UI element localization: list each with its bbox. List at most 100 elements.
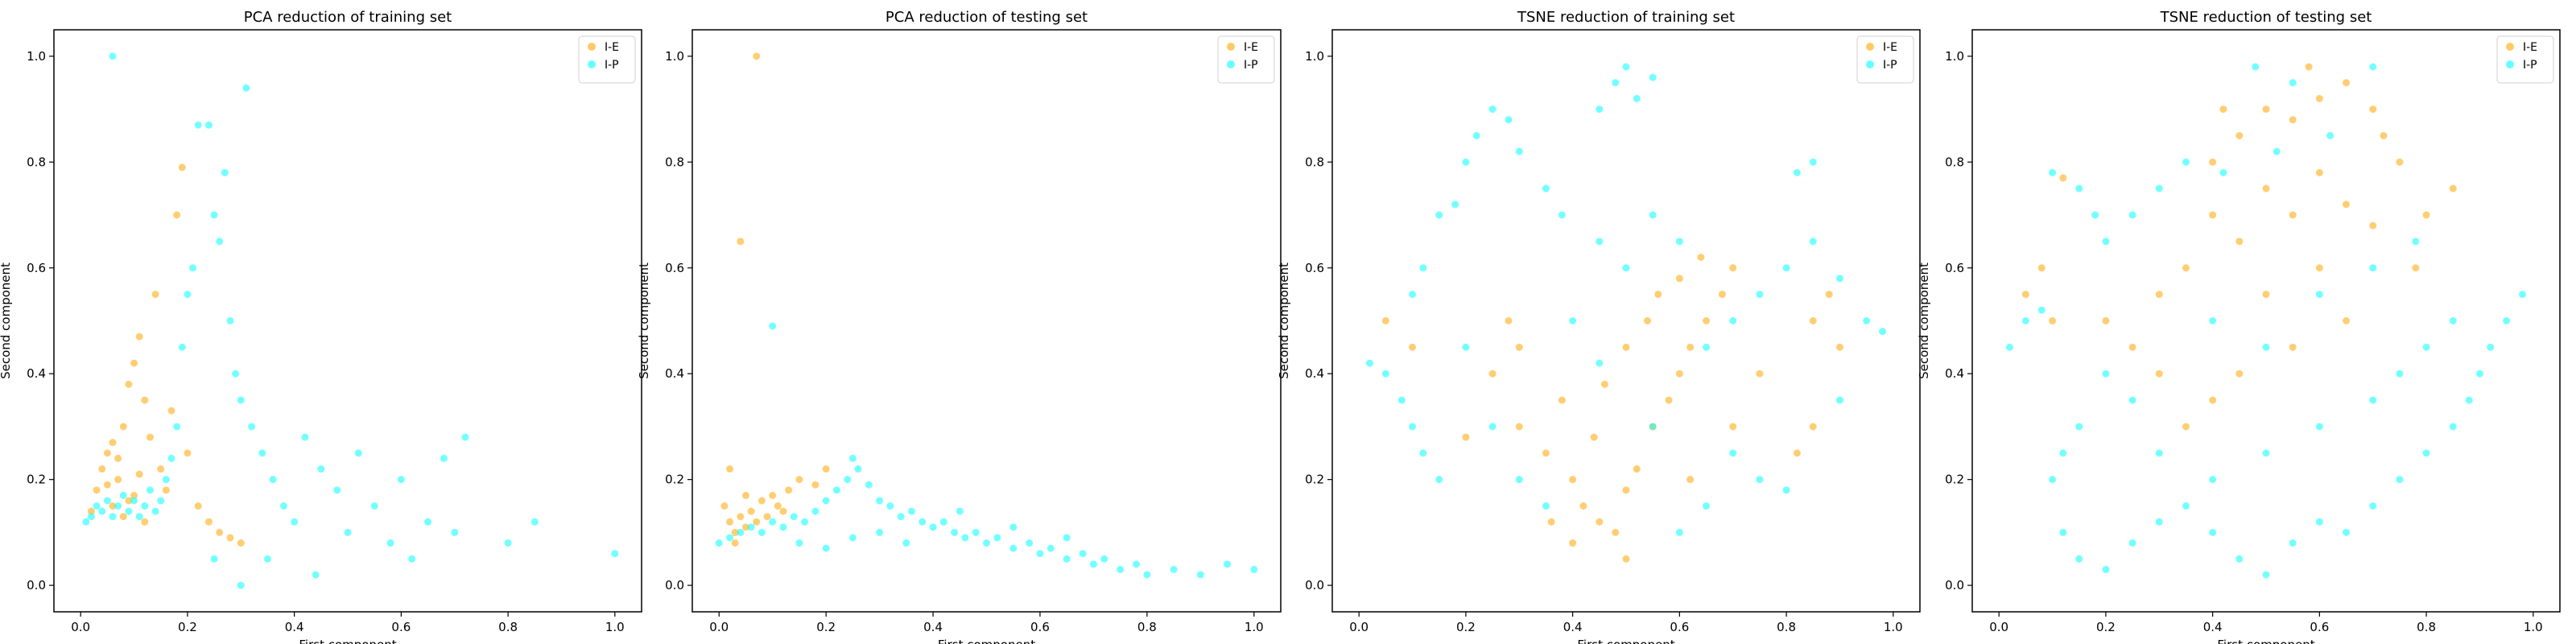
point-i-p (354, 449, 362, 457)
point-i-e (720, 502, 729, 510)
point-i-p (972, 528, 980, 536)
x-tick-label: 0.4 (923, 620, 943, 634)
point-i-e (811, 481, 819, 489)
point-i-p (216, 237, 224, 246)
point-i-p (242, 84, 250, 92)
x-tick-label: 0.0 (1349, 620, 1368, 634)
y-axis-label: Second component (0, 262, 13, 379)
point-i-p (2396, 369, 2404, 378)
point-i-p (737, 528, 745, 536)
legend-marker-i-p (2506, 60, 2514, 68)
legend-label: I-E (605, 41, 619, 54)
point-i-e (173, 211, 181, 219)
point-i-e (763, 513, 771, 521)
point-i-p (2262, 571, 2270, 579)
y-tick-label: 0.6 (1945, 261, 1964, 275)
point-i-p (2235, 555, 2244, 563)
legend-marker-i-e (2506, 43, 2514, 51)
point-i-p (726, 534, 734, 542)
point-i-e (741, 491, 749, 499)
chart-title: PCA reduction of training set (244, 9, 452, 26)
x-tick-label: 0.0 (709, 620, 729, 634)
point-i-p (221, 168, 229, 176)
point-i-e (1835, 343, 1843, 351)
point-i-p (2102, 565, 2110, 573)
point-i-e (741, 523, 749, 531)
point-i-e (2396, 158, 2404, 166)
axes-frame (1331, 29, 1921, 613)
point-i-e (130, 491, 138, 499)
point-i-e (114, 476, 122, 484)
point-i-e (1729, 423, 1737, 431)
point-i-p (1622, 264, 1630, 272)
point-i-e (1718, 291, 1726, 299)
y-tick-label: 0.2 (1305, 473, 1324, 487)
point-i-p (2252, 63, 2260, 71)
point-i-p (1782, 264, 1790, 272)
point-i-e (2422, 211, 2430, 219)
point-i-p (2021, 317, 2029, 324)
y-tick-label: 0.4 (1305, 366, 1324, 381)
point-i-p (424, 518, 432, 526)
legend-marker-i-p (588, 60, 596, 68)
point-i-e (151, 291, 159, 299)
point-i-p (1117, 565, 1125, 573)
point-i-p (2315, 423, 2323, 431)
point-i-p (210, 211, 218, 219)
axes-frame (691, 29, 1282, 613)
point-i-p (2059, 449, 2067, 457)
legend-marker-i-e (1227, 43, 1235, 51)
point-i-p (1515, 476, 1523, 484)
legend-label: I-E (1244, 41, 1258, 54)
point-i-p (1419, 449, 1427, 457)
point-i-p (301, 433, 309, 441)
point-i-p (204, 121, 213, 129)
point-i-p (1046, 544, 1055, 552)
point-i-e (2037, 264, 2046, 272)
point-i-e (822, 465, 830, 473)
point-i-p (1435, 211, 1443, 219)
point-i-e (753, 52, 761, 60)
point-i-p (2209, 476, 2217, 484)
point-i-p (312, 571, 320, 579)
legend: I-E I-P (2496, 35, 2554, 84)
x-tick-label: 0.0 (1989, 620, 2008, 634)
point-i-p (2155, 184, 2163, 192)
point-i-p (109, 52, 117, 60)
legend-marker-i-e (1866, 43, 1874, 51)
point-i-e (1505, 317, 1513, 324)
point-i-e (1686, 343, 1695, 351)
point-i-p (2049, 168, 2057, 176)
point-i-p (1622, 63, 1630, 71)
point-i-e (2209, 211, 2217, 219)
point-i-p (876, 528, 884, 536)
point-i-e (731, 539, 739, 547)
point-i-e (1665, 396, 1673, 404)
point-i-e (1579, 502, 1587, 510)
point-i-e (726, 465, 734, 473)
point-i-p (2273, 147, 2281, 155)
x-tick-label: 0.2 (816, 620, 836, 634)
y-tick-label: 0.2 (665, 473, 684, 487)
point-i-p (258, 449, 266, 457)
point-i-p (210, 555, 218, 563)
point-i-p (1675, 528, 1683, 536)
point-i-p (248, 423, 256, 431)
point-i-p (184, 291, 192, 299)
point-i-p (1649, 423, 1657, 431)
y-tick-label: 0.0 (1945, 578, 1964, 592)
point-i-e (2102, 317, 2110, 324)
point-i-p (2289, 539, 2297, 547)
point-i-e (2315, 168, 2323, 176)
point-i-p (2449, 423, 2457, 431)
point-i-e (93, 486, 101, 494)
point-i-e (779, 507, 787, 515)
point-i-p (141, 502, 149, 510)
point-i-p (269, 476, 277, 484)
point-i-e (1703, 317, 1711, 324)
point-i-p (876, 497, 884, 505)
point-i-p (1863, 317, 1871, 324)
point-i-p (1809, 237, 1817, 246)
point-i-e (2209, 158, 2217, 166)
point-i-e (87, 507, 95, 515)
